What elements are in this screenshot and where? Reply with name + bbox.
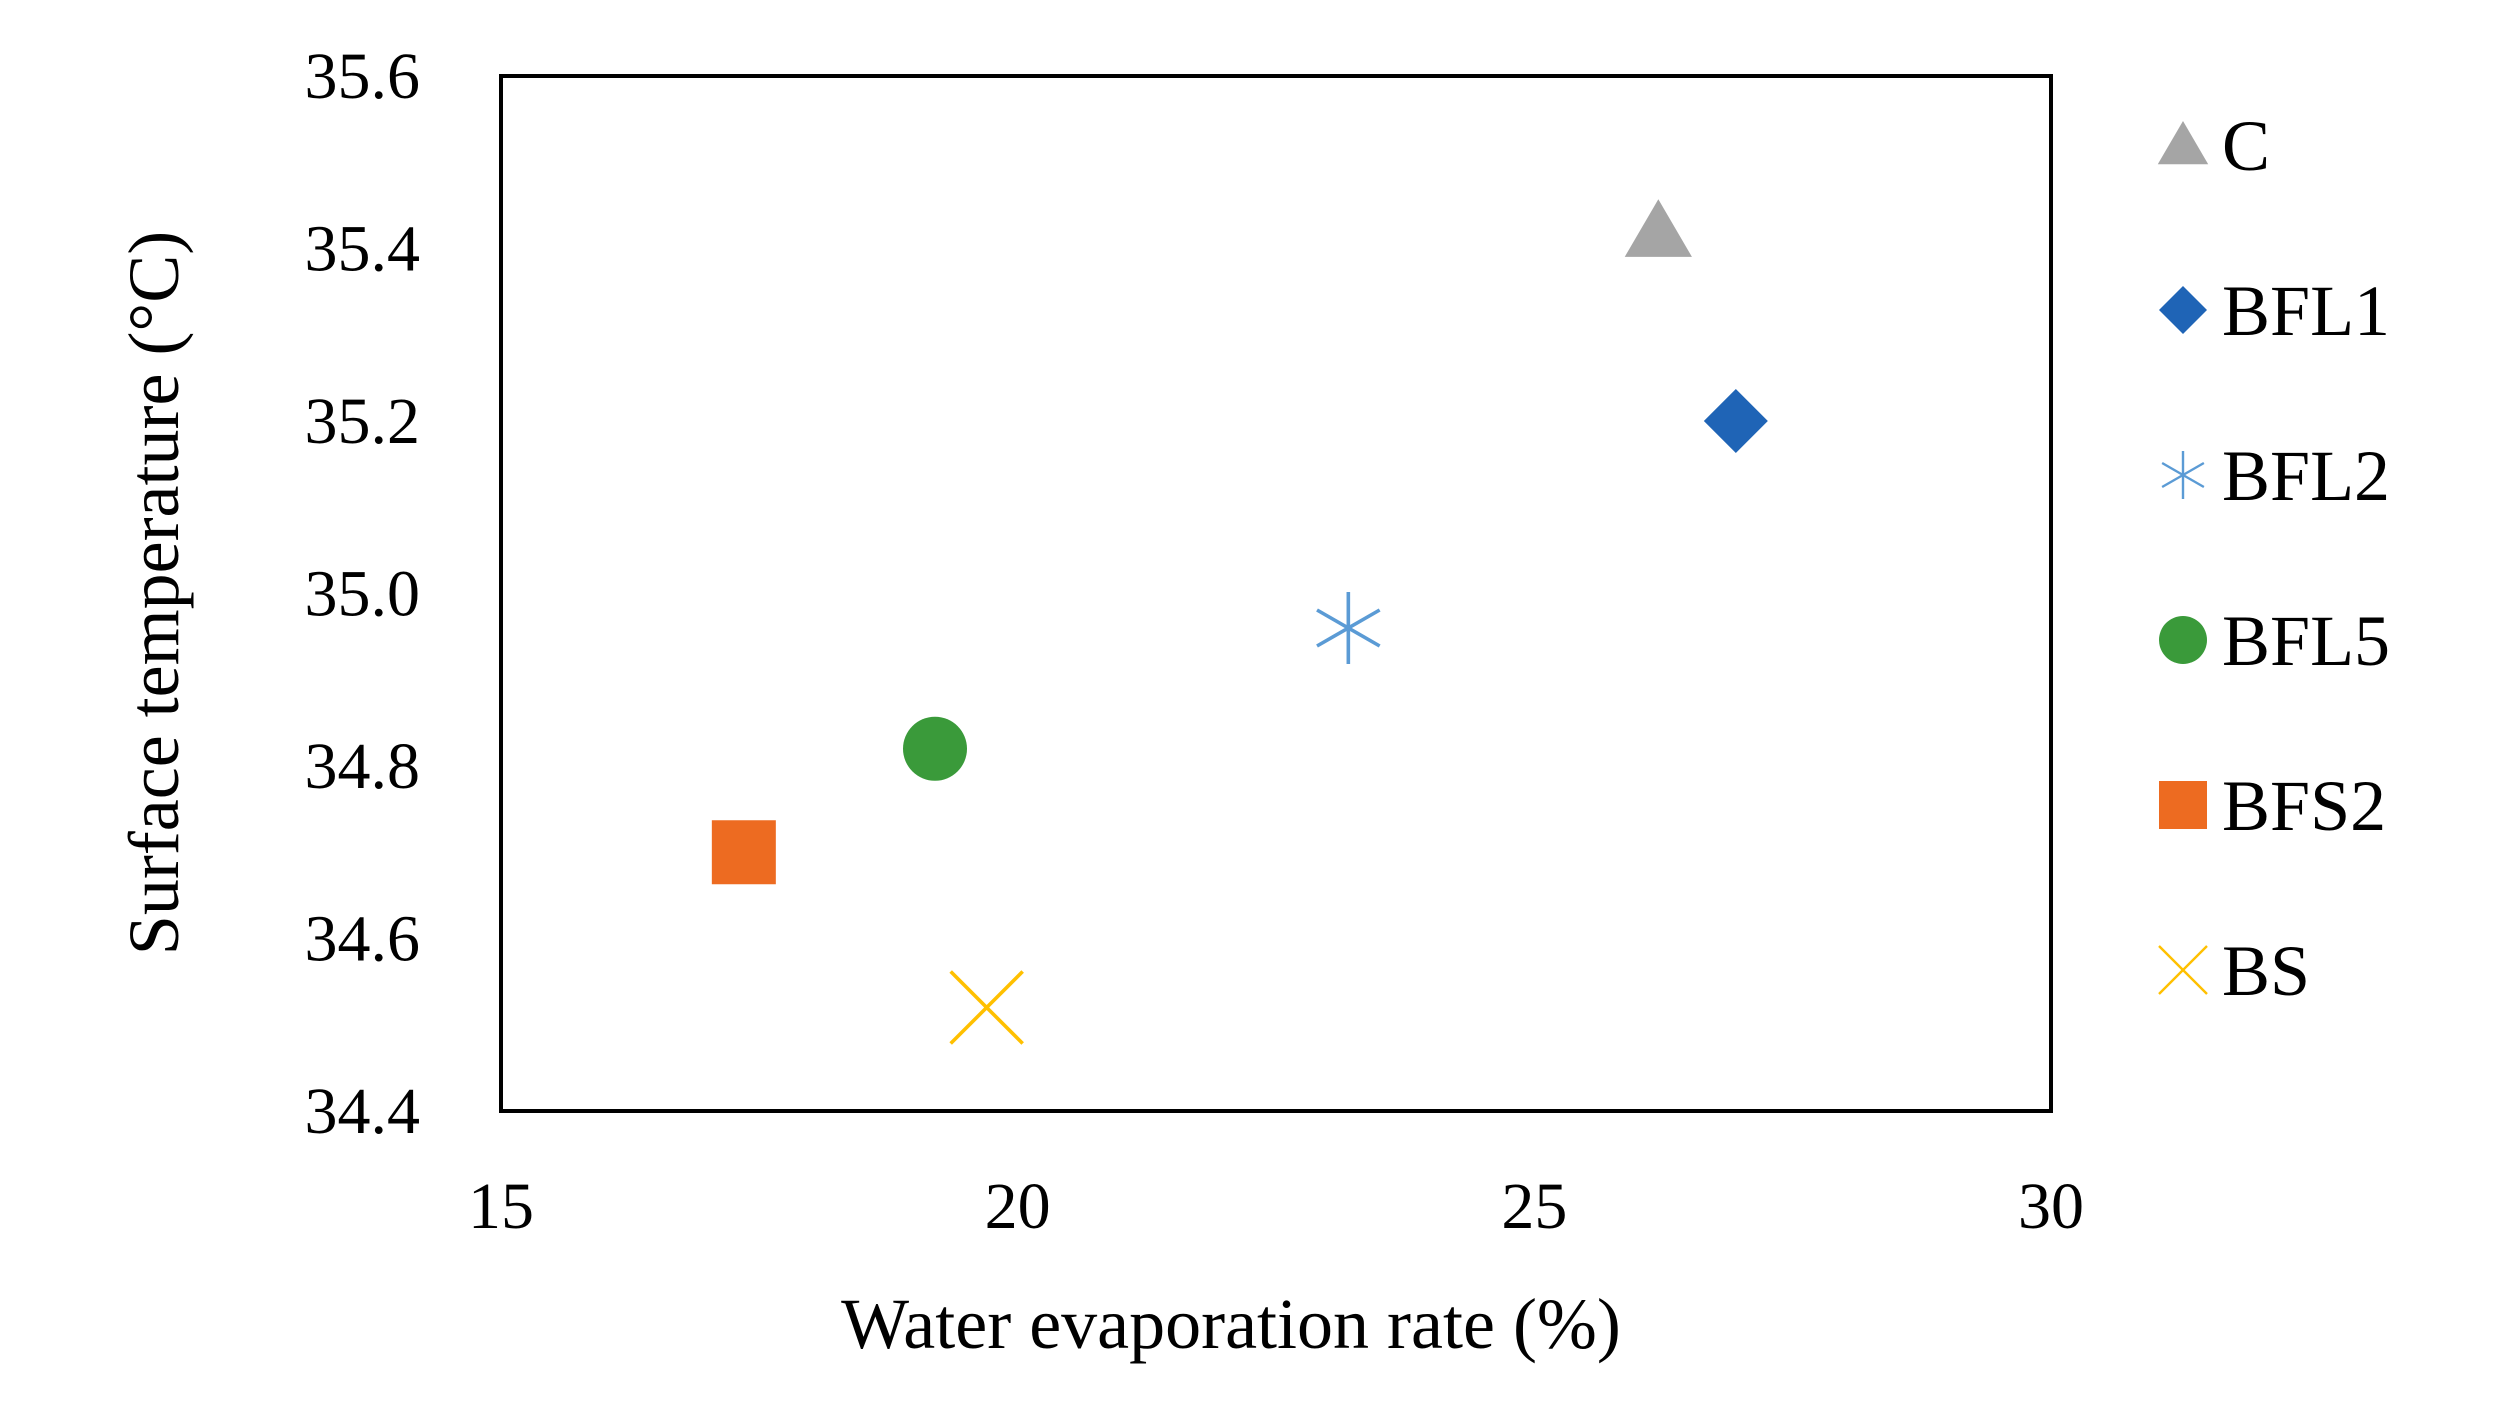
x-tick-label: 25 bbox=[1501, 1170, 1567, 1243]
x-legend-icon bbox=[2158, 945, 2208, 995]
y-tick-label: 35.2 bbox=[305, 385, 421, 458]
data-point-bs bbox=[949, 970, 1024, 1045]
legend-label: BFL2 bbox=[2222, 436, 2390, 516]
data-point-c bbox=[1624, 199, 1692, 257]
x-axis-title: Water evaporation rate (%) bbox=[841, 1284, 1621, 1364]
x-axis-tick-labels: 15 20 25 30 bbox=[468, 1170, 2084, 1243]
y-axis-title: Surface temperature (°C) bbox=[114, 231, 194, 955]
x-tick-label: 15 bbox=[468, 1170, 534, 1243]
legend-item-bfs2: BFS2 bbox=[2159, 766, 2386, 846]
legend-label: BFL1 bbox=[2222, 271, 2390, 351]
y-tick-label: 35.4 bbox=[305, 213, 421, 286]
circle-legend-icon bbox=[2159, 616, 2207, 664]
legend-label: BFS2 bbox=[2222, 766, 2386, 846]
plot-area-frame bbox=[499, 74, 2053, 1113]
legend-item-bs: BS bbox=[2158, 931, 2310, 1011]
y-tick-label: 34.6 bbox=[305, 903, 421, 976]
y-tick-label: 35.0 bbox=[305, 558, 421, 631]
triangle-legend-icon bbox=[2157, 121, 2209, 165]
asterisk-legend-icon bbox=[2161, 451, 2205, 499]
square-legend-icon bbox=[2159, 781, 2207, 829]
data-point-bfl1 bbox=[1703, 389, 1768, 453]
data-point-bfs2 bbox=[711, 820, 776, 885]
legend-item-c: C bbox=[2157, 106, 2270, 186]
legend-label: BS bbox=[2222, 931, 2310, 1011]
legend-item-bfl5: BFL5 bbox=[2159, 601, 2390, 681]
y-tick-label: 35.6 bbox=[305, 40, 421, 113]
diamond-legend-icon bbox=[2159, 286, 2207, 334]
y-axis-tick-labels: 34.4 34.6 34.8 35.0 35.2 35.4 35.6 bbox=[305, 40, 421, 1148]
legend-label: BFL5 bbox=[2222, 601, 2390, 681]
legend: C BFL1 BFL2 BFL5 BFS2 BS bbox=[2157, 106, 2390, 1011]
x-tick-label: 20 bbox=[985, 1170, 1051, 1243]
data-point-bfl2 bbox=[1316, 592, 1381, 664]
data-points bbox=[711, 199, 1768, 1045]
legend-label: C bbox=[2222, 106, 2270, 186]
y-tick-label: 34.4 bbox=[305, 1075, 421, 1148]
x-tick-label: 30 bbox=[2018, 1170, 2084, 1243]
y-tick-label: 34.8 bbox=[305, 730, 421, 803]
legend-item-bfl2: BFL2 bbox=[2161, 436, 2390, 516]
data-point-bfl5 bbox=[903, 716, 967, 781]
legend-item-bfl1: BFL1 bbox=[2159, 271, 2390, 351]
